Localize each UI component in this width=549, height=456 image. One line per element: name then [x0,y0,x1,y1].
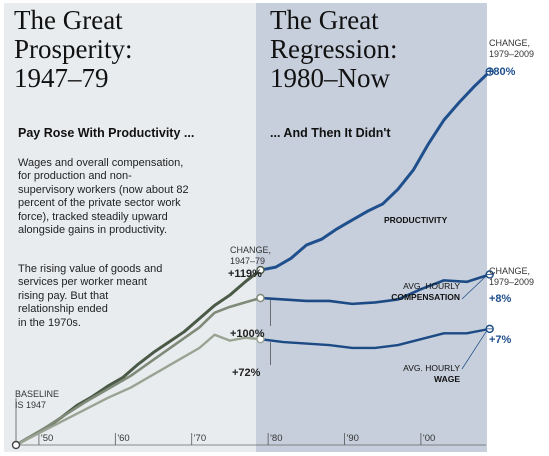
wage-change-1979-2009: +7% [489,334,512,346]
x-tick-label: '90 [346,433,359,444]
wage-line-1979-2009 [260,327,490,350]
great-regression-panel [256,3,487,452]
compensation-change-1979-2009: +8% [489,293,512,305]
compensation-series-label: AVG. HOURLY COMPENSATION [391,281,460,302]
compensation-marker-1979 [256,293,265,303]
baseline-marker-1947 [11,440,21,450]
late-change-header-top: CHANGE, 1979–2009 [489,38,535,59]
x-tick-label: '00 [422,433,436,444]
left-era-title: The Great Prosperity: 1947–79 [14,5,133,93]
wage-series-label: AVG. HOURLY WAGE [403,363,460,384]
x-tick-label: '80 [270,433,283,444]
x-tick-label: '70 [193,433,207,444]
productivity-series-label: PRODUCTIVITY [384,215,448,225]
compensation-line-1979-2009 [260,273,491,306]
x-tick-label: '60 [117,433,130,444]
productivity-change-1947-79: +119% [228,268,262,280]
explanation-paragraph-2: The rising value of goods and services p… [18,263,163,329]
wage-marker-1979 [256,334,265,344]
compensation-change-1947-79: +100% [230,328,265,340]
early-change-header: CHANGE, 1947–79 [230,245,272,266]
right-subhead: ... And Then It Didn't [270,126,391,140]
productivity-change-1979-2009: +80% [487,66,516,78]
x-tick-label: '50 [40,433,54,444]
left-subhead: Pay Rose With Productivity ... [18,126,195,140]
compensation-line-1947-79 [15,296,261,447]
productivity-marker-1979 [256,265,265,275]
wage-label-leader [461,330,487,370]
productivity-line-1979-2009 [260,70,491,272]
explanation-paragraph-1: Wages and overall compensation, for prod… [18,157,189,237]
right-era-title: The Great Regression: 1980–Now [270,5,398,93]
wage-change-1947-79: +72% [232,367,261,379]
baseline-label: BASELINE IS 1947 [15,389,60,410]
compensation-label-leader [461,275,487,300]
late-change-header-middle: CHANGE, 1979–2009 [489,266,535,287]
wage-line-1947-79 [15,333,261,447]
